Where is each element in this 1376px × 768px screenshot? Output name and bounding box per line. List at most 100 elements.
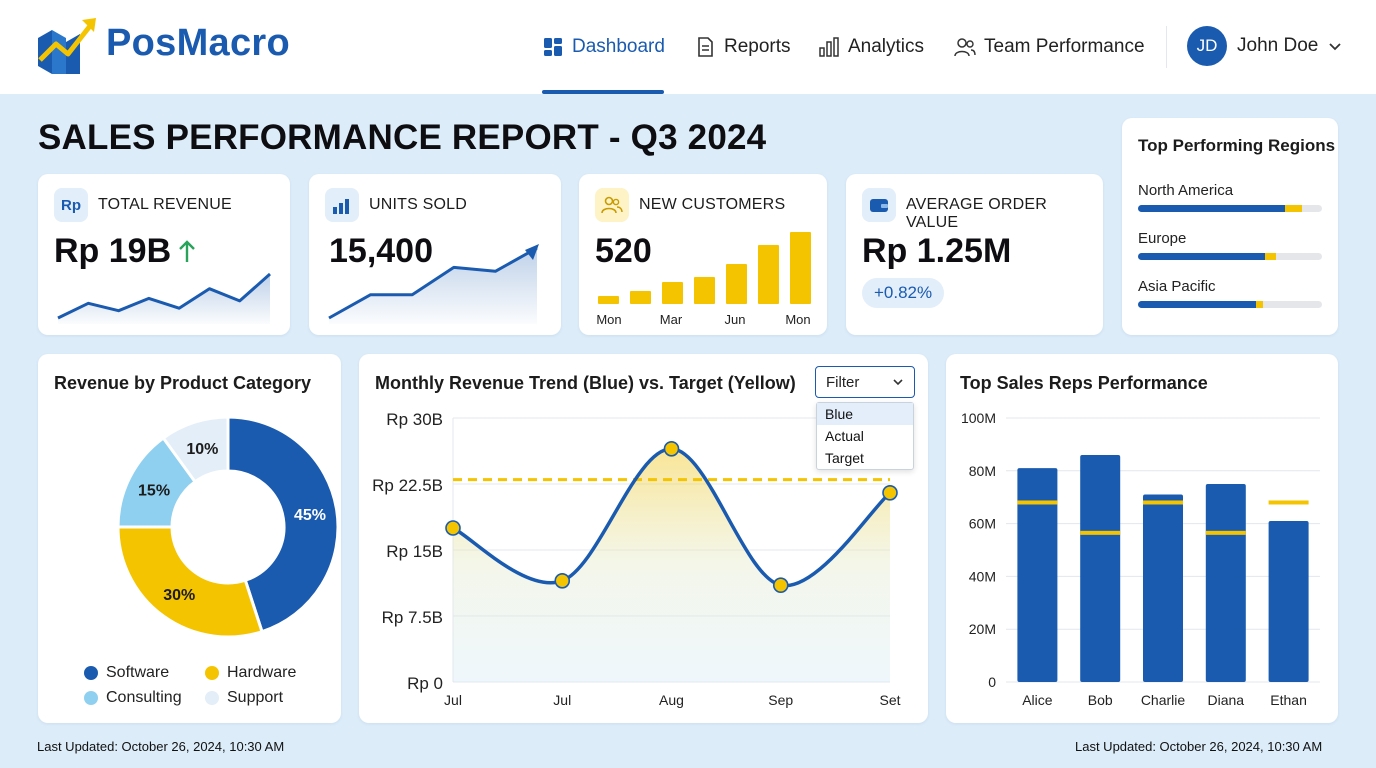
revenue-point bbox=[554, 573, 571, 589]
minibar-label: Mon bbox=[596, 312, 621, 327]
filter-option-actual[interactable]: Actual bbox=[825, 428, 864, 444]
region-progress-fill bbox=[1138, 301, 1256, 308]
donut-slice-hardware bbox=[116, 525, 264, 639]
customers-bar bbox=[598, 296, 619, 304]
y-tick-label: Rp 15B bbox=[386, 542, 443, 561]
donut-slice-label: 30% bbox=[163, 587, 195, 604]
x-tick-label: Aug bbox=[659, 692, 684, 708]
kpi-value: Rp 19B bbox=[54, 232, 172, 270]
kpi-card-average-order-value: AVERAGE ORDER VALUE Rp 1.25M +0.82% bbox=[846, 174, 1103, 335]
y-tick-label: Rp 7.5B bbox=[382, 608, 443, 627]
wallet-icon bbox=[862, 188, 896, 222]
region-name: Europe bbox=[1138, 230, 1187, 247]
revenue-sparkline bbox=[57, 272, 271, 324]
revenue-point bbox=[772, 577, 789, 593]
region-progress-bar bbox=[1138, 205, 1322, 212]
y-tick-label: 40M bbox=[969, 568, 996, 584]
rep-target-marker bbox=[1143, 500, 1183, 505]
kpi-card-new-customers: NEW CUSTOMERS 520 Mon Mar Jun Mon bbox=[579, 174, 827, 335]
revenue-point bbox=[445, 520, 461, 536]
active-tab-indicator bbox=[542, 90, 664, 94]
x-tick-label: Sep bbox=[768, 692, 793, 708]
avatar: JD bbox=[1187, 26, 1227, 66]
nav-reports[interactable]: Reports bbox=[694, 0, 791, 94]
chevron-down-icon bbox=[893, 379, 903, 386]
rep-target-marker bbox=[1268, 500, 1309, 505]
kpi-label: AVERAGE ORDER VALUE bbox=[906, 196, 1047, 231]
filter-dropdown[interactable]: Filter bbox=[815, 366, 915, 398]
kpi-value: 15,400 bbox=[329, 232, 433, 270]
customers-bar bbox=[726, 264, 747, 304]
sales-reps-bar-chart: 0 20M 40M 60M 80M 100M Alice Bob Charlie Diana Eth… bbox=[961, 410, 1320, 708]
region-progress-fill-target bbox=[1285, 205, 1302, 212]
monthly-revenue-trend-card: Monthly Revenue Trend (Blue) vs. Target … bbox=[359, 354, 928, 723]
legend-label: Software bbox=[106, 664, 170, 681]
revenue-point bbox=[663, 441, 680, 457]
user-menu[interactable]: JD John Doe bbox=[1187, 25, 1342, 67]
rep-target-marker bbox=[1205, 530, 1246, 535]
donut-slice-support bbox=[161, 415, 230, 484]
kpi-value: 520 bbox=[595, 232, 652, 270]
top-bar: PosMacro Dashboard Reports Analytics bbox=[0, 0, 1376, 94]
rep-bar bbox=[1268, 520, 1309, 682]
nav-dashboard[interactable]: Dashboard bbox=[542, 0, 665, 94]
rep-bar bbox=[1143, 494, 1183, 682]
y-tick-label: 20M bbox=[969, 621, 996, 637]
legend-label: Consulting bbox=[106, 689, 182, 706]
x-tick-label: Jul bbox=[444, 692, 462, 708]
brand-name: PosMacro bbox=[106, 22, 291, 64]
last-updated-left: Last Updated: October 26, 2024, 10:30 AM bbox=[37, 739, 285, 754]
filter-option-blue[interactable]: Blue bbox=[817, 403, 913, 425]
rep-bar bbox=[1017, 468, 1058, 682]
x-tick-label: Charlie bbox=[1141, 692, 1186, 708]
posmacro-logo bbox=[38, 18, 96, 74]
legend-item-software: Software bbox=[84, 664, 169, 682]
customers-bar bbox=[790, 232, 811, 304]
legend-item-consulting: Consulting bbox=[84, 689, 182, 707]
nav-analytics[interactable]: Analytics bbox=[818, 0, 924, 94]
region-progress-fill bbox=[1138, 205, 1286, 212]
team-icon bbox=[954, 38, 976, 57]
legend-item-support: Support bbox=[205, 689, 283, 707]
customers-bar bbox=[758, 245, 779, 304]
document-icon bbox=[698, 37, 713, 57]
revenue-point bbox=[882, 485, 898, 501]
donut-slice-label: 45% bbox=[294, 507, 326, 524]
minibar-label: Mar bbox=[660, 312, 683, 327]
sparkline-line bbox=[57, 272, 271, 320]
nav-team-performance[interactable]: Team Performance bbox=[954, 0, 1145, 94]
change-badge: +0.82% bbox=[862, 278, 945, 308]
revenue-area bbox=[453, 448, 890, 682]
minibar-label: Jun bbox=[725, 312, 746, 327]
donut-slice-software bbox=[226, 415, 340, 634]
y-tick-label: 80M bbox=[969, 463, 996, 479]
y-tick-label: 100M bbox=[961, 410, 996, 426]
rep-bar bbox=[1205, 484, 1246, 682]
nav-dashboard-label: Dashboard bbox=[572, 36, 665, 57]
units-sparkline bbox=[328, 244, 539, 324]
kpi-label: TOTAL REVENUE bbox=[98, 196, 232, 213]
filter-label: Filter bbox=[826, 373, 860, 391]
top-sales-reps-card: Top Sales Reps Performance 0 20M 40M 60M 80M… bbox=[946, 354, 1338, 723]
users-icon bbox=[595, 188, 629, 222]
panel-title: Monthly Revenue Trend (Blue) vs. Target … bbox=[375, 373, 796, 393]
top-regions-card: Top Performing Regions North America Eur… bbox=[1122, 118, 1338, 335]
customers-minibar-chart: Mon Mar Jun Mon bbox=[596, 232, 811, 327]
legend-label: Support bbox=[227, 689, 284, 706]
nav-reports-label: Reports bbox=[724, 36, 791, 57]
filter-option-target[interactable]: Target bbox=[825, 450, 864, 466]
dashboard-icon bbox=[544, 38, 562, 56]
nav-divider bbox=[1166, 26, 1167, 68]
kpi-card-total-revenue: Rp TOTAL REVENUE Rp 19B bbox=[38, 174, 290, 335]
sparkline-line bbox=[328, 246, 538, 320]
donut-slice-label: 10% bbox=[186, 441, 218, 458]
arrow-up-icon bbox=[179, 240, 195, 262]
x-tick-label: Ethan bbox=[1270, 692, 1307, 708]
x-tick-label: Jul bbox=[553, 692, 571, 708]
region-progress-bar bbox=[1138, 301, 1322, 308]
y-tick-label: Rp 0 bbox=[407, 674, 443, 693]
region-name: Asia Pacific bbox=[1138, 278, 1216, 295]
rep-target-marker bbox=[1080, 530, 1121, 535]
panel-title: Top Sales Reps Performance bbox=[960, 373, 1208, 393]
nav-analytics-label: Analytics bbox=[848, 36, 925, 57]
